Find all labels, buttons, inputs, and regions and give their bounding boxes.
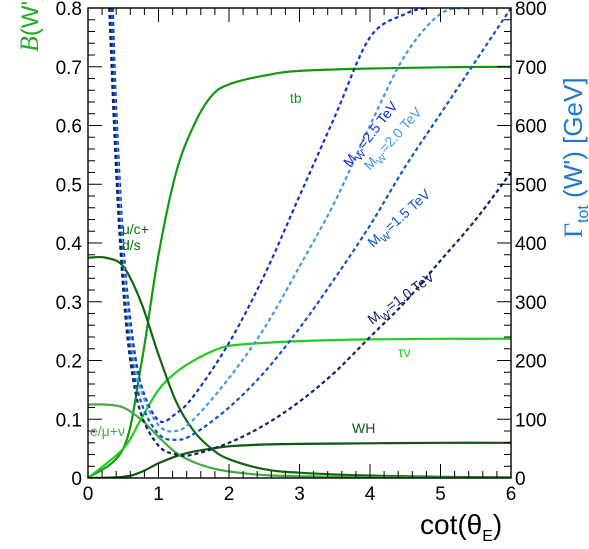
y-tick-label-right: 0 (515, 469, 526, 490)
label-tau-nu: τν (398, 344, 411, 360)
y-axis-left-title: B(W') (15, 0, 44, 52)
series-line-0 (88, 65, 511, 478)
label-wh: WH (352, 420, 375, 436)
series-line-1 (88, 337, 511, 478)
label-tb: tb (290, 90, 302, 106)
y-tick-label-right: 200 (515, 352, 547, 373)
y-tick-label-right: 400 (515, 234, 547, 255)
series-layer (88, 8, 511, 478)
label-ud-line1: u/c+ (122, 221, 149, 237)
y-tick-label-left: 0.3 (56, 293, 82, 314)
series-line-7 (110, 8, 511, 441)
y-tick-label-right: 700 (515, 58, 547, 79)
x-tick-label: 2 (224, 484, 235, 505)
y-tick-label-right: 300 (515, 293, 547, 314)
y-tick-label-left: 0.1 (56, 410, 82, 431)
series-line-5 (111, 8, 427, 424)
label-mw-1.5: MW'=1.5 TeV (364, 185, 436, 253)
y-axis-right-title: Γtot (W') [GeV] (558, 77, 589, 238)
x-axis-title: cot(θE) (420, 509, 502, 545)
series-line-6 (110, 8, 469, 433)
label-mw-1.0: MW'=1.0 TeV (364, 268, 440, 331)
y-tick-label-left: 0 (71, 469, 82, 490)
y-tick-label-left: 0.4 (56, 234, 83, 255)
tick-labels: 0 1 2 3 4 5 600.10.20.30.40.50.60.70.801002003… (56, 0, 547, 505)
y-tick-label-left: 0.5 (56, 175, 82, 196)
plot-frame (87, 7, 512, 479)
x-tick-label: 4 (365, 484, 376, 505)
y-tick-label-right: 600 (515, 117, 547, 138)
x-tick-label: 1 (153, 484, 164, 505)
y-tick-label-left: 0.2 (56, 352, 82, 373)
y-tick-label-left: 0.8 (56, 0, 82, 20)
x-tick-label: 6 (506, 484, 517, 505)
label-ud-line2: d/s (122, 237, 141, 253)
y-tick-label-right: 100 (515, 410, 547, 431)
y-tick-label-right: 800 (515, 0, 547, 20)
x-tick-label: 0 (83, 484, 94, 505)
series-line-8 (108, 8, 511, 457)
y-tick-label-right: 500 (515, 175, 547, 196)
x-tick-label: 3 (294, 484, 305, 505)
ticks-layer (87, 7, 512, 479)
y-tick-label-left: 0.7 (56, 58, 82, 79)
y-tick-label-left: 0.6 (56, 117, 82, 138)
label-lep: e/μ+ν (90, 423, 125, 439)
x-tick-label: 5 (435, 484, 446, 505)
